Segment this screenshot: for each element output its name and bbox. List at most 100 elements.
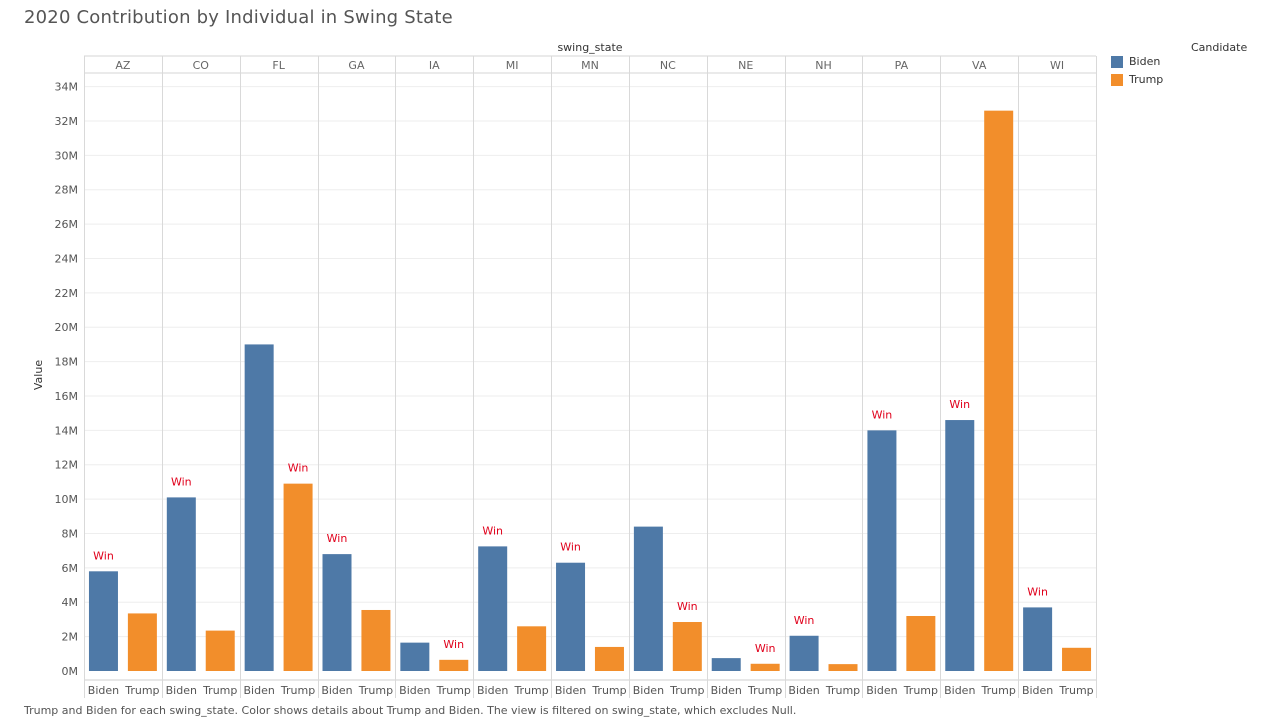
y-tick-label: 30M — [55, 149, 79, 162]
state-header: WI — [1050, 59, 1064, 72]
win-label: Win — [482, 524, 503, 537]
bars — [88, 110, 1092, 672]
y-tick-label: 24M — [55, 252, 79, 265]
x-subcategory-label: Trump — [1058, 684, 1093, 697]
bar-trump-az — [127, 613, 157, 671]
x-subcategory-label: Trump — [280, 684, 315, 697]
x-subcategory-label: Trump — [825, 684, 860, 697]
legend: Candidate Biden Trump — [1110, 40, 1270, 100]
x-subcategory-label: Trump — [669, 684, 704, 697]
bar-trump-ia — [439, 659, 469, 671]
state-header: PA — [895, 59, 909, 72]
state-header: AZ — [115, 59, 131, 72]
y-tick-label: 20M — [55, 321, 79, 334]
legend-label-biden: Biden — [1129, 55, 1161, 68]
x-subcategory-label: Trump — [436, 684, 471, 697]
legend-swatch-biden — [1111, 56, 1123, 68]
bar-biden-va — [945, 420, 975, 671]
x-subcategory-label: Trump — [358, 684, 393, 697]
x-subcategory-label: Biden — [477, 684, 508, 697]
bar-biden-pa — [867, 430, 897, 671]
bar-trump-fl — [283, 483, 313, 671]
y-tick-label: 12M — [55, 459, 79, 472]
bar-biden-nh — [789, 635, 819, 671]
footnote: Trump and Biden for each swing_state. Co… — [24, 704, 797, 717]
y-tick-label: 26M — [55, 218, 79, 231]
state-header: CO — [193, 59, 210, 72]
bar-trump-nh — [828, 664, 858, 671]
y-tick-label: 10M — [55, 493, 79, 506]
bar-biden-co — [166, 497, 196, 671]
legend-title: Candidate — [1191, 41, 1248, 54]
state-header: IA — [429, 59, 440, 72]
x-subcategory-label: Biden — [243, 684, 274, 697]
win-label: Win — [560, 541, 581, 554]
x-subcategory-label: Biden — [633, 684, 664, 697]
win-label: Win — [93, 549, 114, 562]
column-header: swing_state — [557, 41, 622, 54]
bar-biden-ne — [711, 658, 741, 671]
y-tick-label: 28M — [55, 184, 79, 197]
bar-biden-wi — [1023, 607, 1053, 671]
y-tick-label: 14M — [55, 424, 79, 437]
y-tick-label: 32M — [55, 115, 79, 128]
x-subcategory-label: Trump — [903, 684, 938, 697]
x-subcategory-label: Biden — [166, 684, 197, 697]
y-tick-label: 22M — [55, 287, 79, 300]
win-label: Win — [872, 408, 893, 421]
win-label: Win — [677, 600, 698, 613]
y-tick-label: 0M — [62, 665, 79, 678]
win-label: Win — [171, 475, 192, 488]
state-header: VA — [972, 59, 987, 72]
y-tick-label: 6M — [62, 562, 79, 575]
bar-trump-mi — [517, 626, 547, 671]
state-header: GA — [348, 59, 365, 72]
bar-biden-nc — [633, 526, 663, 671]
x-subcategory-label: Trump — [591, 684, 626, 697]
win-label: Win — [949, 398, 970, 411]
y-tick-label: 16M — [55, 390, 79, 403]
bar-trump-ga — [361, 609, 391, 671]
x-subcategory-label: Biden — [1022, 684, 1053, 697]
win-label: Win — [327, 532, 348, 545]
bar-trump-nc — [672, 622, 702, 671]
legend-swatch-trump — [1111, 74, 1123, 86]
x-subcategory-label: Trump — [747, 684, 782, 697]
state-header: NC — [660, 59, 676, 72]
state-header: MI — [506, 59, 519, 72]
bar-trump-co — [205, 630, 235, 671]
x-subcategory-label: Biden — [866, 684, 897, 697]
chart-title: 2020 Contribution by Individual in Swing… — [24, 7, 453, 28]
state-header: NH — [815, 59, 832, 72]
state-header: FL — [272, 59, 285, 72]
gridlines — [84, 86, 1096, 638]
bar-trump-ne — [750, 663, 780, 671]
x-subcategory-label: Trump — [124, 684, 159, 697]
x-subcategory-label: Biden — [321, 684, 352, 697]
bar-biden-mn — [556, 562, 586, 671]
bar-trump-mn — [594, 646, 624, 671]
y-tick-label: 34M — [55, 81, 79, 94]
panel-dividers — [84, 55, 1097, 698]
x-subcategory-label: Trump — [981, 684, 1016, 697]
win-label: Win — [1027, 585, 1048, 598]
x-subcategory-label: Biden — [555, 684, 586, 697]
y-tick-label: 18M — [55, 356, 79, 369]
x-subcategory-label: Biden — [711, 684, 742, 697]
x-subcategory-label: Biden — [788, 684, 819, 697]
bar-trump-pa — [906, 615, 936, 671]
win-label: Win — [443, 638, 464, 651]
win-label: Win — [755, 642, 776, 655]
legend-label-trump: Trump — [1129, 73, 1164, 86]
bar-biden-fl — [244, 344, 274, 671]
win-label: Win — [794, 614, 815, 627]
y-tick-label: 2M — [62, 631, 79, 644]
x-subcategory-label: Biden — [88, 684, 119, 697]
bar-biden-mi — [478, 546, 508, 671]
y-tick-label: 8M — [62, 527, 79, 540]
bar-trump-wi — [1062, 647, 1092, 671]
axis-labels: 0M 2M 4M 6M 8M 10M 12M 14M 16M 18M 20M 22M 24M 26M 28M… — [55, 59, 1094, 697]
bar-biden-ia — [400, 642, 430, 671]
state-header: NE — [738, 59, 753, 72]
